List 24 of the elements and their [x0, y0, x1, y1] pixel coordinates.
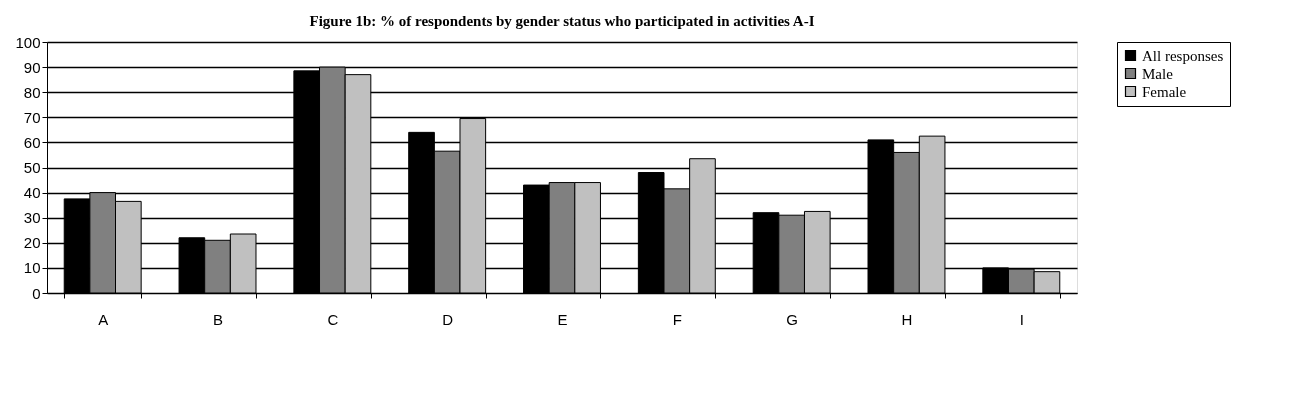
x-tick-label: F [672, 310, 682, 328]
legend-label: Male [1142, 65, 1174, 82]
legend-label: All responses [1142, 47, 1224, 64]
y-tick-label: 80 [23, 83, 41, 101]
x-tick-label: D [442, 310, 454, 328]
legend-label: Female [1142, 83, 1187, 100]
y-tick-label: 0 [32, 284, 41, 302]
chart-title: Figure 1b: % of respondents by gender status who participated in activities A-I [309, 13, 815, 29]
y-tick-label: 60 [23, 133, 41, 151]
x-tick-label: I [1019, 310, 1024, 328]
y-tick-label: 90 [23, 58, 41, 76]
x-tick-label: E [557, 310, 568, 328]
y-tick-label: 50 [23, 159, 41, 176]
y-tick-label: 40 [23, 184, 41, 202]
y-tick-label: 70 [23, 108, 41, 126]
x-tick-label: H [901, 310, 913, 328]
x-tick-label: G [786, 310, 798, 328]
x-tick-label: A [98, 310, 109, 328]
x-tick-label: B [213, 310, 224, 328]
x-tick-label: C [327, 310, 339, 328]
y-tick-label: 100 [15, 33, 41, 51]
y-tick-label: 30 [23, 209, 41, 227]
y-tick-label: 10 [23, 259, 41, 277]
y-tick-label: 20 [23, 234, 41, 252]
